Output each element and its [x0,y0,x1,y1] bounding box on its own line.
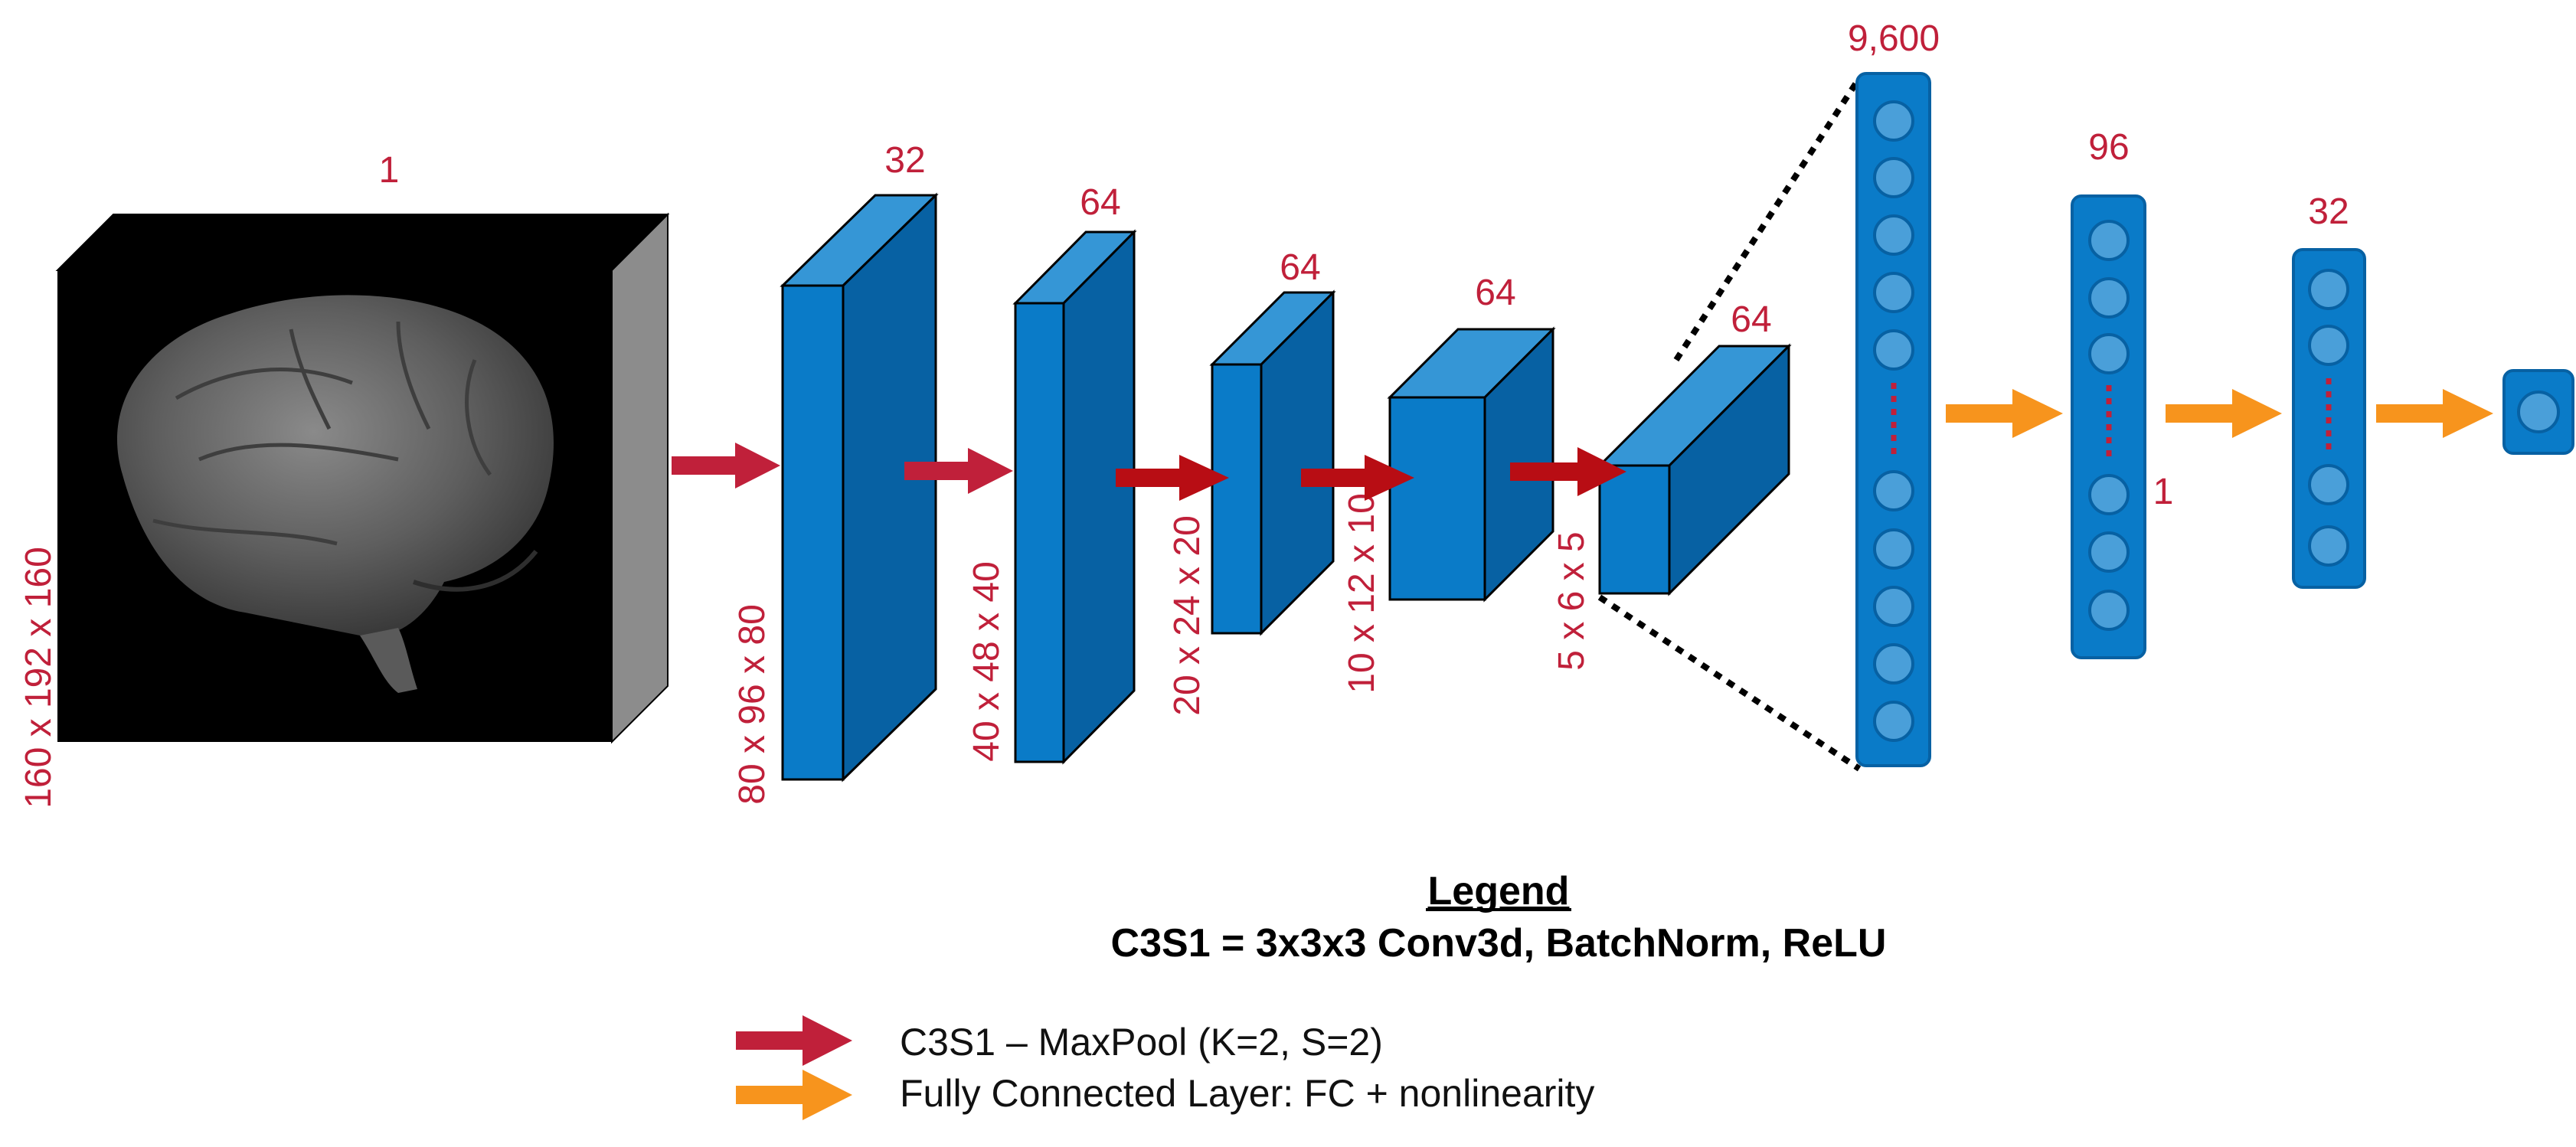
legend-item-pool: C3S1 – MaxPool (K=2, S=2) [736,1015,1383,1066]
neuron [1873,272,1914,313]
fc-arrows [1946,389,2493,438]
fc-arrow-swatch [736,1070,852,1120]
conv-block-2-dims: 40 x 48 x 40 [966,561,1007,762]
neuron [2308,269,2349,310]
conv-block-2: 64 40 x 48 x 40 [966,182,1137,765]
pool-arrow-4 [1301,455,1414,501]
conv-block-1: 32 80 x 96 x 80 [732,140,939,805]
output-node: 1 [2153,369,2574,512]
neuron [1873,643,1914,685]
conv-block-3-channels: 64 [1280,247,1320,288]
pool-arrows [672,443,1626,501]
flatten-connectors [1597,76,1862,772]
neuron [1873,586,1914,627]
legend: Legend C3S1 = 3x3x3 Conv3d, BatchNorm, R… [736,869,1886,1120]
neuron [2308,464,2349,505]
fc-layer-1-units: 9,600 [1848,18,1940,59]
input-channels-label: 1 [379,150,400,191]
pool-arrow-5 [1510,447,1626,496]
output-units-label: 1 [2153,472,2174,512]
neuron [2088,590,2130,631]
conv-block-5: 64 5 x 6 x 5 [1551,299,1792,671]
conv-block-1-dims: 80 x 96 x 80 [732,604,773,805]
neuron [2088,277,2130,319]
fc-layer-3-units: 32 [2308,191,2349,232]
neuron [2088,531,2130,573]
neuron [2308,525,2349,567]
brain-mri-image [116,295,554,693]
fc-layer-3-neurons [2308,269,2349,567]
legend-item-pool-label: C3S1 – MaxPool (K=2, S=2) [900,1021,1383,1064]
fc-arrow-2 [2166,389,2282,438]
pool-arrow-swatch [736,1015,852,1066]
neuron [1873,100,1914,142]
neuron [2088,220,2130,261]
pool-arrow-1 [672,443,780,489]
conv-block-3-dims: 20 x 24 x 20 [1167,515,1208,716]
conv-block-1-channels: 32 [884,140,925,181]
conv-block-4-channels: 64 [1475,273,1515,313]
conv-block-5-dims: 5 x 6 x 5 [1551,531,1592,670]
neuron [1873,157,1914,198]
legend-item-fc: Fully Connected Layer: FC + nonlinearity [736,1070,1594,1120]
legend-title: Legend [1428,869,1570,913]
conv-block-2-channels: 64 [1080,182,1120,223]
fc-layer-3: 32 [2292,191,2366,589]
neuron [2088,474,2130,515]
fc-layer-1: 9,600 [1848,18,1940,767]
input-dims-label: 160 x 192 x 160 [18,547,59,809]
fc-layer-2-units: 96 [2088,127,2129,168]
fc-layer-2-neurons [2088,220,2130,631]
fc-layer-1-neurons [1873,100,1914,742]
fc-arrow-3 [2376,389,2493,438]
legend-item-fc-label: Fully Connected Layer: FC + nonlinearity [900,1072,1594,1115]
legend-definition: C3S1 = 3x3x3 Conv3d, BatchNorm, ReLU [1111,921,1887,966]
fc-layer-2: 96 [2071,127,2146,659]
neuron [1873,214,1914,256]
neuron [1873,329,1914,371]
conv-block-5-channels: 64 [1731,299,1771,340]
conv-block-4-dims: 10 x 12 x 10 [1342,493,1382,694]
fc-arrow-1 [1946,389,2063,438]
pool-arrow-2 [904,448,1013,494]
neuron [2308,325,2349,366]
neuron [1873,701,1914,742]
pool-arrow-3 [1116,455,1229,501]
neuron [1873,470,1914,511]
neuron [1873,528,1914,570]
input-volume: 1 160 x 192 x 160 [18,150,670,809]
conv-block-3: 64 20 x 24 x 20 [1167,247,1336,716]
neuron [2088,333,2130,374]
neuron [2517,391,2560,433]
